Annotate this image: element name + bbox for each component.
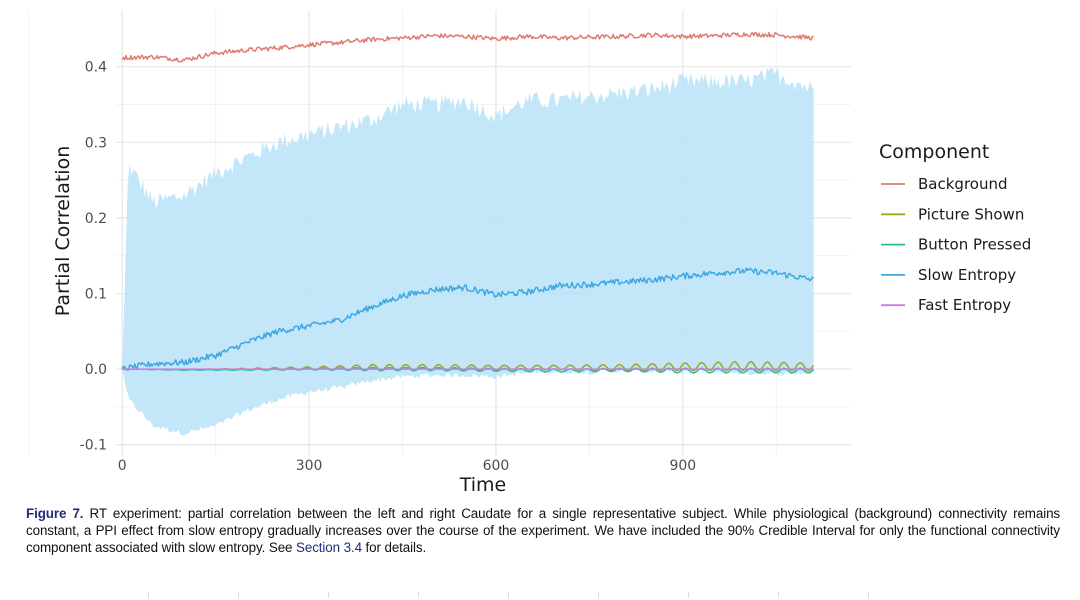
- legend-label-slow-entropy: Slow Entropy: [918, 266, 1016, 284]
- y-tick-label: -0.1: [80, 438, 107, 454]
- series-line-background: [121, 31, 814, 63]
- legend: Component Background Picture Shown Button …: [879, 141, 1031, 314]
- next-figure-edge: [0, 592, 1080, 600]
- section-link[interactable]: Section 3.4: [296, 540, 362, 555]
- series-lines: [121, 31, 815, 374]
- y-tick-label: 0.3: [85, 135, 107, 151]
- legend-title: Component: [879, 141, 989, 163]
- caption-text: RT experiment: partial correlation betwe…: [26, 506, 1061, 555]
- x-tick-label: 600: [483, 458, 510, 474]
- y-tick-label: 0.1: [85, 286, 107, 302]
- legend-label-background: Background: [918, 175, 1008, 193]
- credible-interval-band: [122, 67, 814, 436]
- figure-label: Figure 7.: [26, 506, 84, 521]
- legend-label-button-pressed: Button Pressed: [918, 236, 1031, 254]
- y-tick-label: 0.0: [85, 362, 107, 378]
- x-tick-label: 300: [296, 458, 323, 474]
- credible-interval-area: [122, 67, 814, 436]
- x-tick-label: 900: [669, 458, 696, 474]
- legend-label-fast-entropy: Fast Entropy: [918, 296, 1011, 314]
- y-axis-title: Partial Correlation: [52, 146, 74, 317]
- y-axis-ticks: -0.1 0.0 0.1 0.2 0.3 0.4: [80, 60, 107, 454]
- x-axis-ticks: 0 300 600 900: [118, 458, 696, 474]
- y-tick-label: 0.4: [85, 60, 107, 76]
- caption-text-end: for details.: [361, 540, 427, 555]
- chart: -0.1 0.0 0.1 0.2 0.3 0.4 0 300 600 900 Time Part…: [28, 10, 1031, 496]
- figure-caption: Figure 7. RT experiment: partial correla…: [26, 505, 1060, 556]
- x-tick-label: 0: [118, 458, 127, 474]
- legend-label-picture-shown: Picture Shown: [918, 205, 1024, 223]
- series-line-slow-entropy: [121, 267, 815, 371]
- x-axis-title: Time: [459, 474, 507, 496]
- y-tick-label: 0.2: [85, 211, 107, 227]
